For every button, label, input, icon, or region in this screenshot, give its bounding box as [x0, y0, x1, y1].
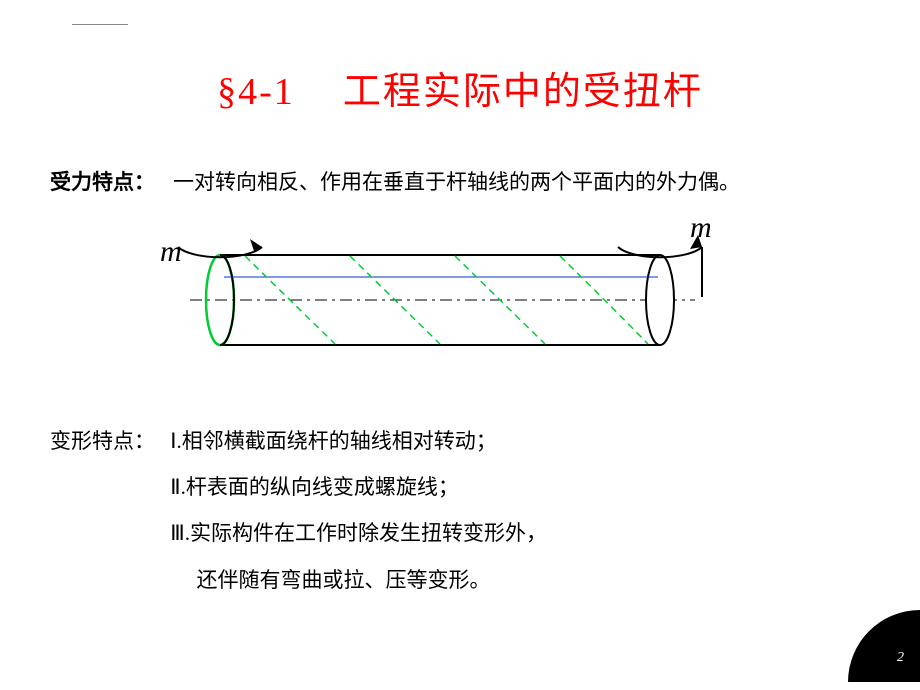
moment-label-right: m	[690, 211, 712, 245]
deform-line-3: Ⅲ.实际构件在工作时除发生扭转变形外，	[170, 521, 547, 545]
deform-line-2: Ⅱ.杆表面的纵向线变成螺旋线；	[170, 475, 459, 499]
deformation-characteristic: 变形特点： Ⅰ.相邻横截面绕杆的轴线相对转动； Ⅱ.杆表面的纵向线变成螺旋线； …	[50, 418, 547, 603]
page-title: §4-1 工程实际中的受扭杆	[0, 60, 920, 115]
deform-lines: Ⅰ.相邻横截面绕杆的轴线相对转动； Ⅱ.杆表面的纵向线变成螺旋线； Ⅲ.实际构件…	[170, 418, 547, 603]
page-number: 2	[897, 650, 904, 666]
deform-line-1: Ⅰ.相邻横截面绕杆的轴线相对转动；	[170, 429, 496, 453]
decorative-line	[72, 24, 128, 25]
cylinder-right-face	[646, 255, 674, 345]
force-label: 受力特点：	[50, 170, 155, 194]
deform-line-4: 还伴随有弯曲或拉、压等变形。	[170, 568, 490, 592]
moment-label-left: m	[160, 235, 182, 269]
page-number-badge: 2	[848, 610, 920, 682]
torsion-diagram: m m	[150, 205, 770, 385]
force-characteristic: 受力特点： 一对转向相反、作用在垂直于杆轴线的两个平面内的外力偶。	[50, 166, 740, 196]
force-text: 一对转向相反、作用在垂直于杆轴线的两个平面内的外力偶。	[173, 170, 740, 194]
section-number: §4-1	[217, 71, 295, 113]
deform-label: 变形特点：	[50, 418, 155, 464]
title-text: 工程实际中的受扭杆	[343, 71, 703, 113]
